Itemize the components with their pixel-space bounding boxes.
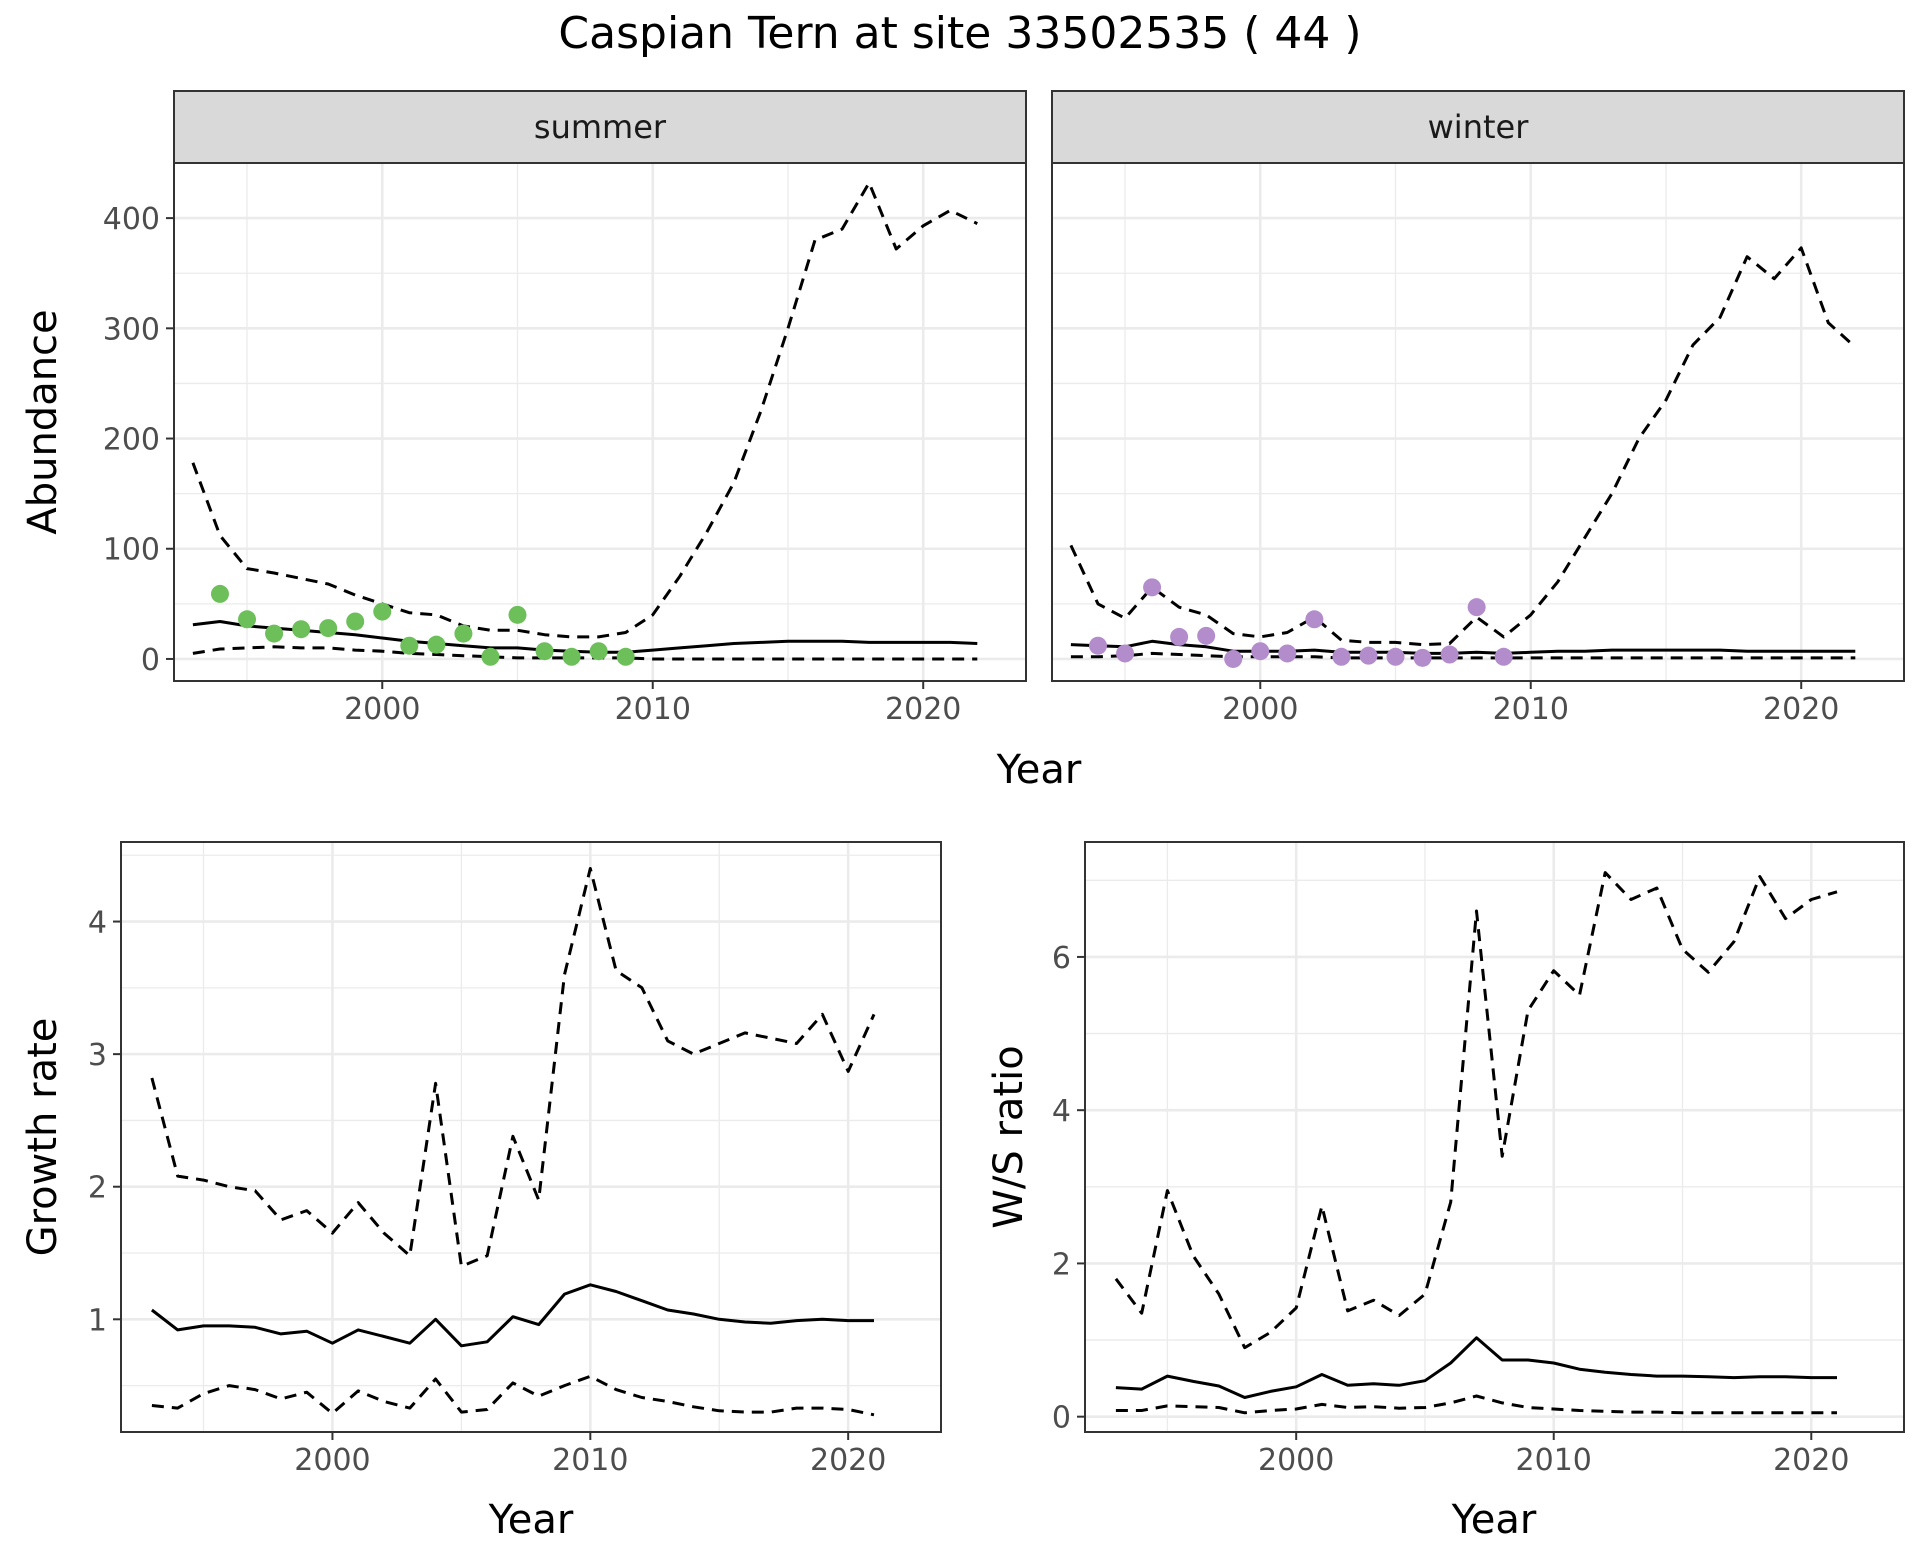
dashed-line-2 (1115, 1394, 1837, 1415)
winter-point (1332, 647, 1351, 666)
y-tick-label: 2 (88, 1171, 107, 1206)
panel-ratio (1077, 841, 1905, 1440)
summer-point (346, 612, 365, 631)
strip-box (1051, 90, 1905, 164)
y-tick-label: 0 (141, 643, 160, 678)
summer-point (481, 647, 500, 666)
y-tick-label: 0 (1052, 1401, 1071, 1436)
winter-point (1494, 647, 1513, 666)
winter-point (1278, 644, 1297, 663)
panel-background (1052, 163, 1904, 681)
x-tick-label: 2010 (1516, 1443, 1592, 1478)
winter-point (1467, 598, 1486, 617)
x-tick-label: 2020 (885, 692, 961, 727)
summer-point (292, 620, 311, 639)
abundance-y-axis-title: Abundance (20, 309, 66, 534)
x-tick-label: 2010 (552, 1443, 628, 1478)
x-tick-label: 2010 (1493, 692, 1569, 727)
growth-x-axis-title: Year (488, 1497, 574, 1543)
winter-point (1088, 636, 1107, 655)
summer-point (265, 624, 284, 643)
strip-label-winter: winter (1428, 108, 1530, 146)
panel-border (1084, 841, 1905, 1433)
dashed-line-2 (192, 645, 978, 661)
panel-winter (1051, 90, 1905, 689)
x-tick-label: 2000 (1222, 692, 1298, 727)
winter-point (1413, 648, 1432, 667)
summer-point (400, 636, 419, 655)
solid-line-0 (150, 1283, 874, 1348)
dashed-line-1 (191, 181, 978, 639)
y-tick-label: 3 (88, 1038, 107, 1073)
ratio-y-axis-title: W/S ratio (986, 1045, 1032, 1228)
dashed-line-2 (151, 1374, 875, 1417)
dashed-line-2 (1070, 651, 1856, 660)
panel-background (1085, 842, 1904, 1432)
panel-growth (113, 841, 942, 1440)
winter-point (1224, 649, 1243, 668)
y-tick-label: 4 (1052, 1094, 1071, 1129)
strip-label-summer: summer (534, 108, 667, 146)
summer-point (562, 647, 581, 666)
y-tick-label: 200 (103, 423, 160, 458)
x-tick-label: 2000 (1258, 1443, 1334, 1478)
x-tick-label: 2000 (294, 1443, 370, 1478)
y-tick-label: 6 (1052, 941, 1071, 976)
dashed-line-1 (1114, 871, 1838, 1350)
summer-point (238, 610, 257, 629)
y-tick-label: 100 (103, 533, 160, 568)
summer-point (589, 642, 608, 661)
y-tick-label: 400 (103, 202, 160, 237)
summer-point (427, 635, 446, 654)
growth-y-axis-title: Growth rate (20, 1018, 66, 1257)
winter-point (1305, 610, 1324, 629)
x-tick-label: 2020 (1773, 1443, 1849, 1478)
winter-point (1440, 645, 1459, 664)
summer-point (616, 647, 635, 666)
panel-summer (166, 90, 1027, 689)
summer-point (454, 624, 473, 643)
y-tick-label: 2 (1052, 1247, 1071, 1282)
abundance-x-axis-title: Year (996, 747, 1082, 793)
winter-point (1170, 627, 1189, 646)
summer-point (373, 602, 392, 621)
chart-layer: 2000 2010 2020 0 100 200 300 400 summer 2000 2010 2… (20, 90, 1905, 1543)
x-tick-label: 2020 (810, 1443, 886, 1478)
y-tick-label: 4 (88, 906, 107, 941)
summer-point (508, 605, 527, 624)
winter-point (1116, 644, 1135, 663)
panel-background (121, 842, 941, 1432)
y-tick-label: 1 (88, 1303, 107, 1338)
strip-box (173, 90, 1027, 164)
panel-border (120, 841, 942, 1433)
x-tick-label: 2000 (344, 692, 420, 727)
summer-point (319, 619, 338, 638)
solid-line-0 (1115, 1336, 1837, 1399)
chart-title: Caspian Tern at site 33502535 ( 44 ) (558, 8, 1361, 59)
x-tick-label: 2020 (1763, 692, 1839, 727)
solid-line-0 (1070, 639, 1856, 655)
winter-point (1251, 642, 1270, 661)
winter-point (1197, 626, 1216, 645)
panel-background (174, 163, 1026, 681)
ratio-x-axis-title: Year (1451, 1497, 1537, 1543)
summer-point (535, 642, 554, 661)
x-tick-label: 2010 (615, 692, 691, 727)
dashed-line-1 (150, 867, 876, 1268)
winter-point (1359, 646, 1378, 665)
summer-point (210, 584, 229, 603)
winter-point (1143, 578, 1162, 597)
winter-point (1386, 647, 1405, 666)
y-tick-label: 300 (103, 312, 160, 347)
